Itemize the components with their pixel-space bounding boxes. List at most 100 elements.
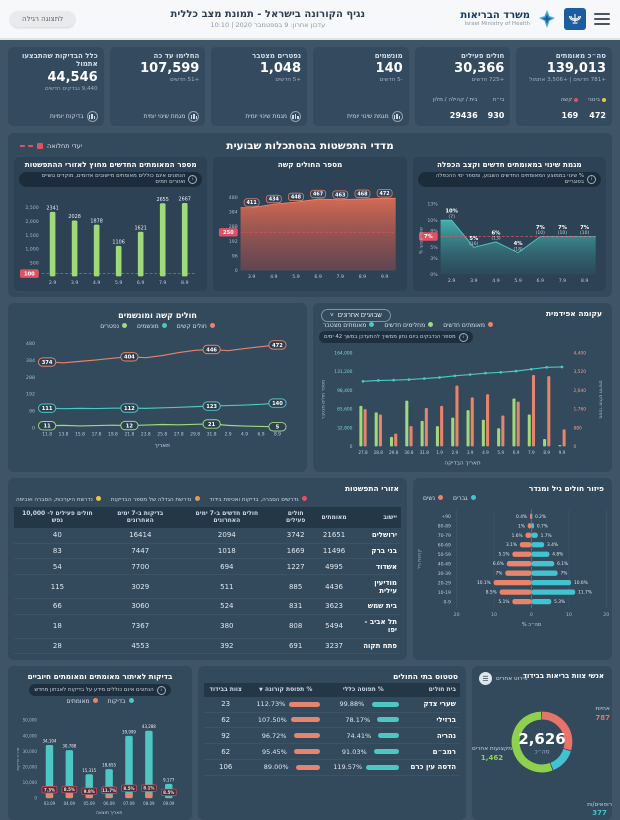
chart-info-pill[interactable]: i הנתונים אינם כוללים מידע על בדיקות לאבח… bbox=[29, 684, 171, 697]
column-header[interactable]: חולים חדשים ב-7 ימים האחרונים bbox=[179, 506, 274, 528]
kpi-trend-link[interactable]: מגמת שינוי יומית bbox=[319, 111, 403, 122]
svg-text:10.6%: 10.6% bbox=[574, 580, 588, 586]
hospital-name: ברזילי bbox=[402, 712, 460, 729]
severe-ventilated-chart[interactable]: 0 96 192 288 384 480 11.8 13.8 15.8 17.8 19.8 21.8 2… bbox=[14, 332, 301, 453]
svg-text:8.5%: 8.5% bbox=[64, 787, 75, 792]
menu-icon[interactable] bbox=[594, 10, 610, 28]
column-header[interactable]: בדיקות ב-7 ימים האחרונים bbox=[100, 506, 180, 528]
age-gender-chart[interactable]: 20 10 0 10 20 % סה״כ קבוצת גיל +90 0.4% 0.2% 80-89… bbox=[413, 504, 612, 631]
range-dropdown[interactable]: שבועיים אחרונים ˅ bbox=[321, 309, 391, 323]
kpi-trend-link[interactable]: בדיקות יומיות bbox=[14, 111, 98, 122]
staff-isolated: 23 bbox=[204, 696, 248, 713]
kpi-trend-link[interactable]: מגמת שינוי יומית bbox=[116, 111, 200, 122]
cell-value: 28 bbox=[14, 638, 101, 655]
legend-item: חולים קשים bbox=[177, 322, 215, 330]
cell-value: 524 bbox=[179, 598, 274, 615]
regular-view-button[interactable]: לתצוגה רגילה bbox=[10, 11, 76, 27]
table-row[interactable]: הדסה עין כרם 119.57% 89.00% 106 bbox=[204, 759, 460, 776]
svg-text:480: 480 bbox=[26, 341, 35, 347]
table-row[interactable]: פתח תקוה 3237 691 392 4553 28 bbox=[14, 638, 401, 655]
general-occupancy: 78.17% bbox=[324, 712, 403, 729]
svg-text:15.8: 15.8 bbox=[75, 431, 85, 437]
age-gender-legend: גברים נשים bbox=[413, 494, 612, 502]
outside-areas-chart[interactable]: 500 1,000 1,500 2,000 2,500 100 2341 2.9 2028 3.9… bbox=[19, 188, 202, 288]
chart-info-pill[interactable]: i מספר הנדבקים ביום נתון ממשיך להתעדכן במ… bbox=[319, 331, 473, 344]
staff-donut[interactable]: 2,626 סה״כ אחיות 787 רופאים/ות 377 מקצועות… bbox=[472, 698, 612, 820]
svg-text:8.9: 8.9 bbox=[274, 431, 281, 437]
chart-title: עקומה אפידמית bbox=[545, 309, 602, 319]
corona-occupancy: 95.45% bbox=[247, 743, 324, 760]
chart-title: מספר החולים קשה bbox=[277, 160, 343, 169]
svg-text:11.7%: 11.7% bbox=[578, 589, 592, 595]
column-header[interactable]: חולים פעילים ל- 10,000 נפש bbox=[14, 506, 101, 528]
table-row[interactable]: ברזילי 78.17% 107.50% 62 bbox=[204, 712, 460, 729]
svg-text:קבוצת גיל: קבוצת גיל bbox=[418, 549, 423, 569]
occupancy-bar bbox=[290, 717, 320, 723]
app-header: משרד הבריאות Israel Ministry of Health נ… bbox=[0, 0, 620, 40]
column-header[interactable]: בית חולים bbox=[402, 683, 460, 697]
svg-text:(18): (18) bbox=[513, 246, 522, 252]
general-occupancy: 91.03% bbox=[324, 743, 403, 760]
legend-dot-icon bbox=[369, 322, 375, 328]
svg-text:08.09: 08.09 bbox=[143, 801, 155, 806]
general-occupancy: 99.88% bbox=[324, 696, 403, 713]
svg-text:13%: 13% bbox=[427, 201, 438, 207]
table-row[interactable]: בני ברק 11496 1669 1018 7447 83 bbox=[14, 543, 401, 560]
city-name: בני ברק bbox=[350, 543, 401, 560]
svg-text:4.9: 4.9 bbox=[492, 278, 499, 284]
table-row[interactable]: אשדוד 4995 1227 694 7700 54 bbox=[14, 558, 401, 576]
svg-text:11: 11 bbox=[44, 424, 52, 430]
epidemic-legend: מאומתים חדשים מחלימים חדשים מאומתים מצטבר bbox=[319, 322, 606, 329]
svg-text:6%: 6% bbox=[491, 230, 501, 236]
chart-info-pill[interactable]: i% שינוי בממוצע המאומתים החדשים השבוע, ו… bbox=[417, 171, 601, 187]
column-header[interactable]: צוות בבידוד bbox=[204, 683, 248, 697]
table-row[interactable]: שערי צדק 99.88% 112.73% 23 bbox=[204, 696, 460, 713]
city-name: פתח תקוה bbox=[350, 638, 401, 655]
table-row[interactable]: תל אביב - יפו 5494 808 380 7367 18 bbox=[14, 614, 401, 639]
kpi-title: החלימו עד כה bbox=[153, 52, 200, 60]
kpi-card: חולים פעילים 30,366 +725 חדשים בי״ח 930 בית… bbox=[414, 47, 511, 126]
kpi-trend-link[interactable]: מגמת שינוי יומית bbox=[217, 111, 302, 122]
ministry-name-he: משרד הבריאות bbox=[460, 10, 530, 21]
svg-text:19.8: 19.8 bbox=[108, 431, 118, 437]
svg-text:6.9: 6.9 bbox=[513, 450, 520, 455]
target-dash-icon bbox=[20, 145, 33, 147]
svg-text:112: 112 bbox=[124, 406, 135, 412]
cell-value: 380 bbox=[179, 614, 274, 639]
svg-text:9,177: 9,177 bbox=[163, 777, 175, 782]
occupancy-bar bbox=[295, 764, 320, 770]
column-header[interactable]: יישוב bbox=[350, 506, 401, 528]
chart-info-pill[interactable]: i הנתונים אינם כוללים מאומתים מיישובים אד… bbox=[19, 171, 203, 187]
column-header[interactable]: % תפוסה כללי bbox=[324, 683, 403, 697]
svg-text:תאריך: תאריך bbox=[155, 443, 170, 449]
staff-isolated: 62 bbox=[204, 743, 248, 760]
column-header[interactable]: חולים פעילים bbox=[273, 506, 318, 528]
israel-emblem-logo bbox=[564, 8, 586, 30]
column-header-sorted[interactable]: % תפוסת קורונה ▼ bbox=[247, 683, 324, 697]
svg-text:411: 411 bbox=[247, 200, 258, 206]
column-header[interactable]: מאומתים bbox=[317, 506, 351, 528]
other-details-button[interactable]: פירוט אחרים ☰ bbox=[479, 672, 527, 686]
staff-donut-chart[interactable]: 2,626 סה״כ bbox=[498, 698, 586, 786]
svg-text:70-79: 70-79 bbox=[438, 533, 451, 539]
table-row[interactable]: בית שמש 3623 831 524 3060 66 bbox=[14, 598, 401, 615]
svg-text:60-69: 60-69 bbox=[438, 542, 451, 548]
chart-title: מספר המאומתים החדשים מחוץ לאזורי ההתפשטו… bbox=[24, 160, 197, 169]
svg-text:10: 10 bbox=[566, 612, 572, 618]
epidemic-curve-chart[interactable]: 0 32,800 65,600 98,400 131,200 164,000 0 880 1,7… bbox=[319, 345, 606, 467]
svg-text:374: 374 bbox=[42, 360, 53, 366]
table-row[interactable]: רמב״ם 91.03% 95.45% 62 bbox=[204, 743, 460, 760]
svg-text:7%: 7% bbox=[535, 225, 545, 231]
svg-text:0: 0 bbox=[235, 268, 238, 274]
table-row[interactable]: ירושלים 21651 3742 2094 16414 40 bbox=[14, 527, 401, 544]
section-title: מדדי התפשטות בהסתכלות שבועית bbox=[226, 140, 394, 152]
legend-item: בדיקות bbox=[108, 698, 134, 705]
svg-text:09.09: 09.09 bbox=[163, 801, 175, 806]
severe-patients-chart[interactable]: 0 96 192 288 384 480 250 411 3.9 434 4.9 448 5.9 467 6… bbox=[218, 184, 401, 282]
change-trend-chart[interactable]: 0% 3% 5% 8% 10% 13% 7% 10% (7) 2.9 5% (16) 3.9 6% (13)… bbox=[418, 188, 601, 286]
svg-text:5%: 5% bbox=[469, 236, 479, 242]
tests-chart[interactable]: 0 10,000 20,000 30,000 40,000 50,000 סה״כ בדיק… bbox=[13, 707, 187, 816]
trend-chart-icon bbox=[86, 111, 98, 122]
table-row[interactable]: נהריה 74.41% 96.72% 92 bbox=[204, 727, 460, 745]
table-row[interactable]: מודיעין עילית 4436 885 511 3029 115 bbox=[14, 574, 401, 599]
